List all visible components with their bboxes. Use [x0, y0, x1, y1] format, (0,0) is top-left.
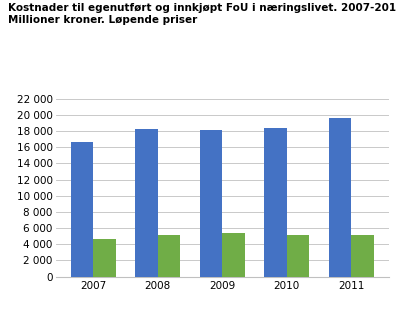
Bar [200, 130, 222, 277]
Bar [71, 142, 93, 277]
Legend: Egenutført FoU, Innkjøpt FoU: Egenutført FoU, Innkjøpt FoU [123, 314, 322, 318]
Text: Kostnader til egenutført og innkjøpt FoU i næringslivet. 2007-2011.
Millioner kr: Kostnader til egenutført og innkjøpt FoU… [8, 3, 397, 25]
Bar [329, 118, 351, 277]
Bar [222, 233, 245, 277]
Bar [93, 239, 116, 277]
Bar [287, 235, 309, 277]
Bar [264, 128, 287, 277]
Bar [135, 129, 158, 277]
Bar [351, 235, 374, 277]
Bar [158, 235, 180, 277]
